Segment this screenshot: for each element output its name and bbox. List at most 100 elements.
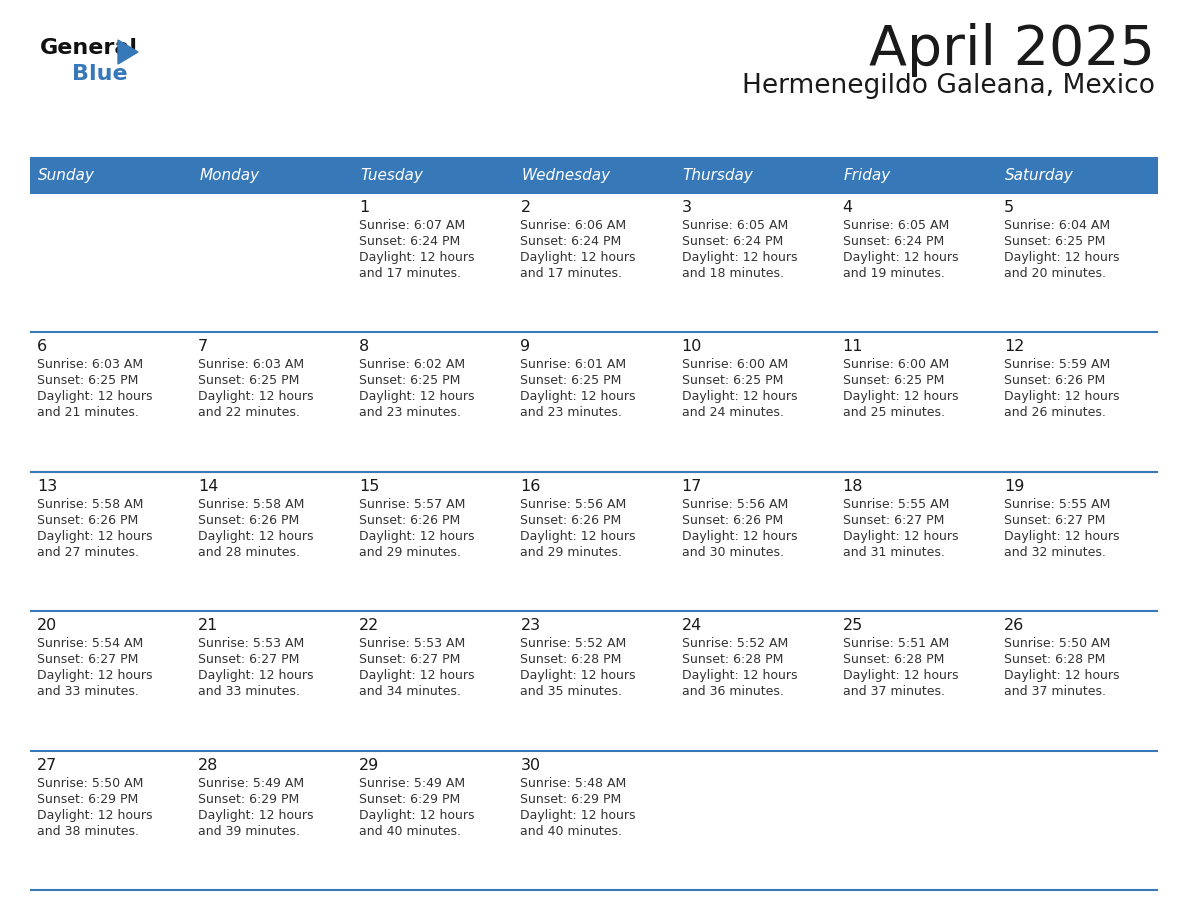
Text: Daylight: 12 hours: Daylight: 12 hours [682, 251, 797, 264]
Text: Sunrise: 5:50 AM: Sunrise: 5:50 AM [1004, 637, 1111, 650]
Text: Sunrise: 5:49 AM: Sunrise: 5:49 AM [198, 777, 304, 789]
Bar [353, 158, 513, 193]
Text: Sunrise: 6:06 AM: Sunrise: 6:06 AM [520, 219, 626, 232]
Bar [513, 158, 675, 193]
Bar [513, 332, 675, 472]
Text: Sunset: 6:25 PM: Sunset: 6:25 PM [198, 375, 299, 387]
Bar [353, 332, 513, 472]
Text: Thursday: Thursday [683, 168, 753, 183]
Text: and 23 minutes.: and 23 minutes. [520, 407, 623, 420]
Text: Daylight: 12 hours: Daylight: 12 hours [37, 809, 152, 822]
Text: Sunset: 6:25 PM: Sunset: 6:25 PM [842, 375, 944, 387]
Text: Hermenegildo Galeana, Mexico: Hermenegildo Galeana, Mexico [742, 73, 1155, 99]
Text: Sunset: 6:26 PM: Sunset: 6:26 PM [359, 514, 461, 527]
Bar [997, 193, 1158, 332]
Bar [835, 611, 997, 751]
Text: and 22 minutes.: and 22 minutes. [198, 407, 301, 420]
Text: 25: 25 [842, 618, 862, 633]
Bar [513, 472, 675, 611]
Text: Daylight: 12 hours: Daylight: 12 hours [842, 669, 959, 682]
Bar [997, 332, 1158, 472]
Text: Sunset: 6:27 PM: Sunset: 6:27 PM [359, 654, 461, 666]
Text: Daylight: 12 hours: Daylight: 12 hours [198, 809, 314, 822]
Bar [191, 751, 353, 890]
Text: Sunset: 6:29 PM: Sunset: 6:29 PM [359, 792, 461, 806]
Text: and 35 minutes.: and 35 minutes. [520, 685, 623, 699]
Text: Sunrise: 6:03 AM: Sunrise: 6:03 AM [198, 358, 304, 372]
Text: Sunrise: 5:59 AM: Sunrise: 5:59 AM [1004, 358, 1110, 372]
Text: Sunrise: 5:51 AM: Sunrise: 5:51 AM [842, 637, 949, 650]
Text: Sunset: 6:25 PM: Sunset: 6:25 PM [1004, 235, 1105, 248]
Text: Sunrise: 5:55 AM: Sunrise: 5:55 AM [842, 498, 949, 510]
Text: General: General [40, 38, 138, 58]
Text: and 29 minutes.: and 29 minutes. [359, 546, 461, 559]
Bar [191, 332, 353, 472]
Bar [675, 611, 835, 751]
Bar [513, 193, 675, 332]
Text: Sunset: 6:24 PM: Sunset: 6:24 PM [359, 235, 461, 248]
Text: Daylight: 12 hours: Daylight: 12 hours [198, 390, 314, 403]
Text: and 25 minutes.: and 25 minutes. [842, 407, 944, 420]
Text: and 26 minutes.: and 26 minutes. [1004, 407, 1106, 420]
Text: Daylight: 12 hours: Daylight: 12 hours [1004, 251, 1119, 264]
Text: 16: 16 [520, 479, 541, 494]
Bar [835, 472, 997, 611]
Text: 6: 6 [37, 340, 48, 354]
Bar [30, 332, 191, 472]
Text: 20: 20 [37, 618, 57, 633]
Text: Sunset: 6:25 PM: Sunset: 6:25 PM [682, 375, 783, 387]
Bar [191, 158, 353, 193]
Text: Sunrise: 6:05 AM: Sunrise: 6:05 AM [842, 219, 949, 232]
Text: and 24 minutes.: and 24 minutes. [682, 407, 783, 420]
Text: Sunset: 6:27 PM: Sunset: 6:27 PM [1004, 514, 1105, 527]
Bar [997, 472, 1158, 611]
Text: and 37 minutes.: and 37 minutes. [1004, 685, 1106, 699]
Text: 19: 19 [1004, 479, 1024, 494]
Text: Daylight: 12 hours: Daylight: 12 hours [359, 530, 475, 543]
Bar [835, 751, 997, 890]
Bar [997, 611, 1158, 751]
Text: Sunrise: 5:57 AM: Sunrise: 5:57 AM [359, 498, 466, 510]
Text: 2: 2 [520, 200, 531, 215]
Bar [675, 751, 835, 890]
Text: and 30 minutes.: and 30 minutes. [682, 546, 784, 559]
Text: and 31 minutes.: and 31 minutes. [842, 546, 944, 559]
Text: and 34 minutes.: and 34 minutes. [359, 685, 461, 699]
Text: 5: 5 [1004, 200, 1015, 215]
Text: Daylight: 12 hours: Daylight: 12 hours [1004, 530, 1119, 543]
Text: 13: 13 [37, 479, 57, 494]
Bar [835, 332, 997, 472]
Text: Sunrise: 5:50 AM: Sunrise: 5:50 AM [37, 777, 144, 789]
Text: and 28 minutes.: and 28 minutes. [198, 546, 301, 559]
Bar [675, 472, 835, 611]
Text: Daylight: 12 hours: Daylight: 12 hours [198, 669, 314, 682]
Text: Sunset: 6:27 PM: Sunset: 6:27 PM [37, 654, 138, 666]
Text: and 38 minutes.: and 38 minutes. [37, 824, 139, 837]
Text: and 40 minutes.: and 40 minutes. [520, 824, 623, 837]
Text: 23: 23 [520, 618, 541, 633]
Bar [191, 193, 353, 332]
Text: Sunrise: 5:52 AM: Sunrise: 5:52 AM [682, 637, 788, 650]
Text: Daylight: 12 hours: Daylight: 12 hours [37, 390, 152, 403]
Text: Sunset: 6:28 PM: Sunset: 6:28 PM [842, 654, 944, 666]
Text: Sunset: 6:28 PM: Sunset: 6:28 PM [682, 654, 783, 666]
Text: Daylight: 12 hours: Daylight: 12 hours [520, 251, 636, 264]
Text: Wednesday: Wednesday [522, 168, 611, 183]
Text: Daylight: 12 hours: Daylight: 12 hours [842, 390, 959, 403]
Text: Blue: Blue [72, 64, 127, 84]
Text: 15: 15 [359, 479, 380, 494]
Text: Sunrise: 5:53 AM: Sunrise: 5:53 AM [198, 637, 304, 650]
Text: April 2025: April 2025 [868, 23, 1155, 77]
Text: Sunset: 6:25 PM: Sunset: 6:25 PM [359, 375, 461, 387]
Text: Daylight: 12 hours: Daylight: 12 hours [520, 530, 636, 543]
Text: Sunset: 6:25 PM: Sunset: 6:25 PM [520, 375, 621, 387]
Text: Daylight: 12 hours: Daylight: 12 hours [37, 530, 152, 543]
Bar [997, 751, 1158, 890]
Text: Sunrise: 5:58 AM: Sunrise: 5:58 AM [198, 498, 304, 510]
Text: 29: 29 [359, 757, 379, 773]
Text: Daylight: 12 hours: Daylight: 12 hours [359, 390, 475, 403]
Text: and 36 minutes.: and 36 minutes. [682, 685, 783, 699]
Text: and 27 minutes.: and 27 minutes. [37, 546, 139, 559]
Bar [353, 193, 513, 332]
Text: Sunset: 6:26 PM: Sunset: 6:26 PM [1004, 375, 1105, 387]
